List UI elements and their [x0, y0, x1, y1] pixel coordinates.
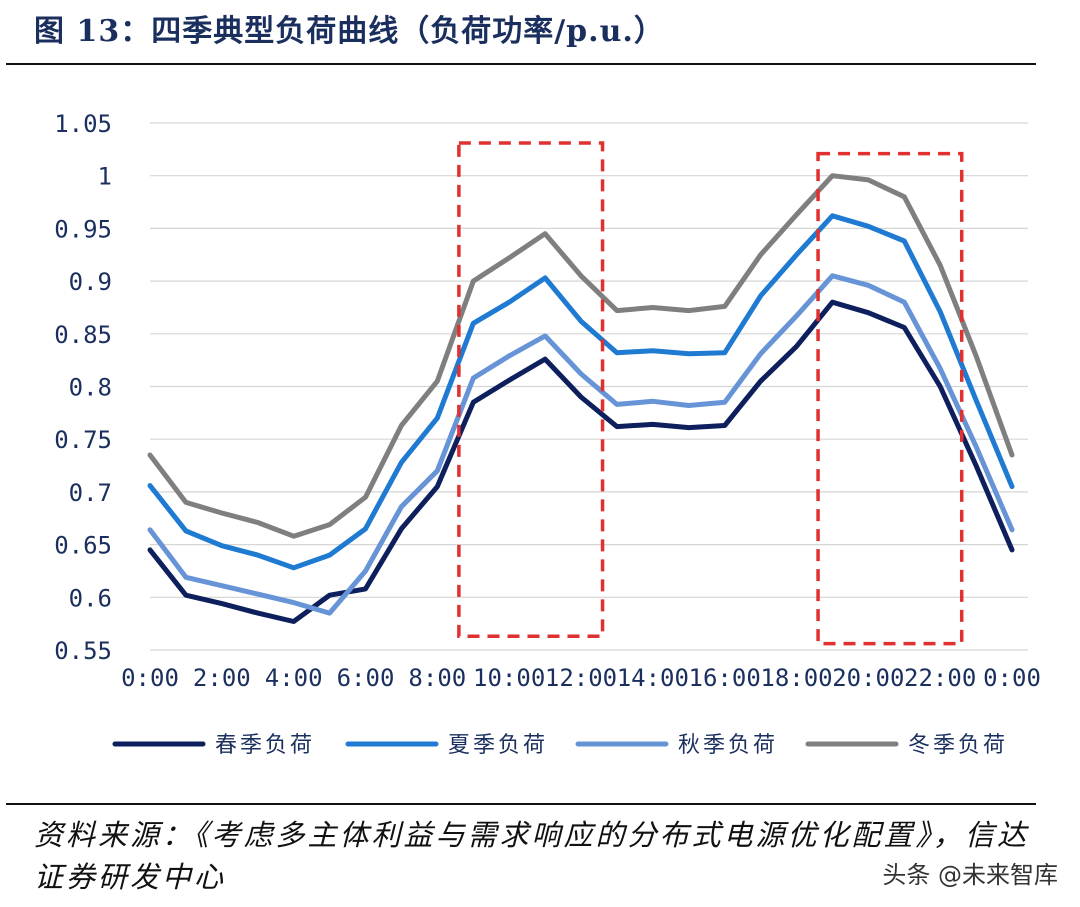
y-tick-label: 0.7	[69, 479, 112, 507]
x-tick-label: 2:00	[193, 664, 251, 692]
x-tick-label: 0:00	[983, 664, 1041, 692]
x-tick-label: 4:00	[265, 664, 323, 692]
y-tick-label: 0.85	[54, 321, 112, 349]
top-rule	[6, 63, 1036, 65]
y-tick-label: 0.95	[54, 215, 112, 243]
source-note: 资料来源：《考虑多主体利益与需求响应的分布式电源优化配置》，信达证券研发中心	[34, 818, 1030, 894]
x-tick-label: 12:00	[545, 664, 617, 692]
x-tick-label: 18:00	[760, 664, 832, 692]
series-line-3	[147, 273, 1015, 616]
legend-label: 秋季负荷	[678, 733, 778, 758]
series-lines	[147, 173, 1015, 624]
y-tick-label: 0.8	[69, 374, 112, 402]
x-tick-label: 20:00	[832, 664, 904, 692]
x-tick-label: 8:00	[408, 664, 466, 692]
y-tick-label: 0.6	[69, 584, 112, 612]
series-line-1	[147, 299, 1015, 624]
y-tick-label: 1	[98, 163, 112, 191]
highlight-box-1	[457, 141, 605, 639]
y-tick-label: 0.65	[54, 532, 112, 560]
x-tick-labels: 0:00 2:00 4:00 6:00 8:00 10:00 12:00 14:00 16:00…	[121, 664, 1041, 692]
figure-title: 图 13：四季典型负荷曲线（负荷功率/p.u.）	[34, 14, 665, 49]
y-tick-label: 0.75	[54, 426, 112, 454]
x-tick-label: 0:00	[121, 664, 179, 692]
x-tick-label: 6:00	[337, 664, 395, 692]
x-tick-label: 22:00	[904, 664, 976, 692]
watermark: 头条 @未来智库	[882, 861, 1058, 889]
y-tick-label: 0.9	[69, 268, 112, 296]
y-tick-label: 0.55	[54, 637, 112, 665]
series-line-2	[147, 213, 1015, 571]
x-tick-label: 10:00	[473, 664, 545, 692]
series-line-4	[147, 173, 1015, 539]
highlight-box-2	[816, 151, 964, 646]
gridlines	[150, 122, 1028, 651]
legend-label: 春季负荷	[215, 733, 315, 758]
bottom-rule	[6, 803, 1036, 805]
x-tick-label: 14:00	[617, 664, 689, 692]
highlight-boxes	[457, 141, 964, 646]
legend: 春季负荷 夏季负荷 秋季负荷 冬季负荷	[112, 733, 1008, 758]
legend-label: 冬季负荷	[908, 733, 1008, 758]
legend-label: 夏季负荷	[448, 733, 548, 758]
y-tick-labels: 1.05 1 0.95 0.9 0.85 0.8 0.75 0.7 0.65 0.6 0.55	[54, 110, 112, 665]
x-tick-label: 16:00	[689, 664, 761, 692]
y-tick-label: 1.05	[54, 110, 112, 138]
load-curve-chart: 1.05 1 0.95 0.9 0.85 0.8 0.75 0.7 0.65 0.6 0.55 0:…	[54, 110, 1041, 758]
